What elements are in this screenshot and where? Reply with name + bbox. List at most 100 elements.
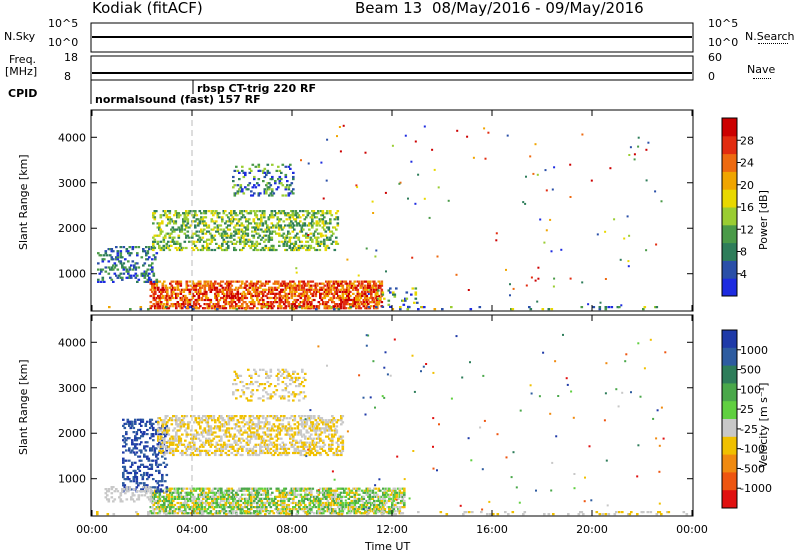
echo-cell xyxy=(257,419,261,422)
echo-cell xyxy=(352,501,355,505)
echo-cell xyxy=(352,487,355,490)
echo-cell xyxy=(158,510,162,513)
echo-cell xyxy=(214,421,217,424)
echo-cell xyxy=(293,449,297,452)
echo-cell xyxy=(293,214,296,217)
echo-cell xyxy=(132,447,136,450)
echo-cell xyxy=(224,433,228,436)
echo-cell xyxy=(259,499,262,503)
echo-cell xyxy=(253,497,256,500)
echo-cell xyxy=(199,451,202,455)
echo-cell xyxy=(133,274,136,277)
echo-cell xyxy=(248,292,252,295)
echo-cell xyxy=(151,499,154,503)
echo-cell xyxy=(203,510,207,513)
echo-cell xyxy=(176,429,180,432)
echo-cell xyxy=(297,244,301,247)
echo-cell xyxy=(181,443,184,446)
echo-cell xyxy=(288,224,292,227)
echo-cell xyxy=(229,305,232,308)
echo-cell xyxy=(254,491,258,494)
echo-cell xyxy=(168,220,172,223)
echo-cell xyxy=(303,234,307,237)
echo-cell xyxy=(637,136,640,139)
echo-cell xyxy=(276,222,280,225)
echo-cell xyxy=(218,244,221,247)
echo-cell xyxy=(338,284,342,287)
echo-cell xyxy=(395,493,399,496)
echo-cell xyxy=(287,491,291,494)
echo-cell xyxy=(211,286,214,289)
echo-cell xyxy=(152,453,155,456)
echo-cell xyxy=(343,298,346,302)
echo-cell xyxy=(155,469,158,472)
echo-cell xyxy=(317,497,321,500)
echo-cell xyxy=(278,290,282,293)
echo-cell xyxy=(292,301,295,304)
echo-cell xyxy=(304,449,307,452)
echo-cell xyxy=(305,301,309,304)
echo-cell xyxy=(157,303,160,306)
echo-cell xyxy=(255,222,259,225)
echo-cell xyxy=(304,508,307,511)
echo-cell xyxy=(175,447,178,450)
echo-cell xyxy=(184,294,187,298)
echo-cell xyxy=(263,491,267,494)
echo-cell xyxy=(313,415,316,418)
echo-cell xyxy=(413,301,416,304)
echo-cell xyxy=(305,423,309,426)
echo-cell xyxy=(298,294,301,298)
echo-cell xyxy=(152,445,155,448)
echo-cell xyxy=(329,298,333,302)
echo-cell xyxy=(220,447,223,450)
echo-cell xyxy=(318,220,322,223)
echo-cell xyxy=(210,212,214,215)
echo-cell xyxy=(361,495,364,498)
echo-cell xyxy=(262,180,265,183)
echo-cell xyxy=(322,197,325,200)
echo-cell xyxy=(263,214,266,217)
echo-cell xyxy=(197,224,200,227)
echo-cell xyxy=(204,232,208,235)
echo-cell xyxy=(232,501,235,505)
echo-cell xyxy=(257,423,261,426)
echo-cell xyxy=(309,238,313,241)
echo-cell xyxy=(140,449,143,452)
echo-cell xyxy=(239,445,243,448)
echo-cell xyxy=(179,493,183,496)
echo-cell xyxy=(199,493,202,496)
echo-cell xyxy=(248,493,252,496)
echo-cell xyxy=(268,501,271,505)
echo-cell xyxy=(343,303,346,306)
echo-cell xyxy=(201,220,205,223)
echo-cell xyxy=(263,175,267,179)
echo-cell xyxy=(329,288,333,291)
echo-cell xyxy=(280,290,283,293)
echo-cell xyxy=(313,288,316,291)
echo-cell xyxy=(280,508,283,511)
echo-cell xyxy=(161,220,164,223)
echo-cell xyxy=(293,487,297,490)
echo-cell xyxy=(257,497,261,500)
echo-cell xyxy=(251,447,255,450)
echo-cell xyxy=(297,248,301,252)
echo-cell xyxy=(317,512,321,515)
echo-cell xyxy=(358,280,361,283)
echo-cell xyxy=(371,501,375,505)
echo-cell xyxy=(326,280,330,283)
echo-cell xyxy=(144,484,148,487)
echo-cell xyxy=(198,230,202,233)
echo-cell xyxy=(216,214,220,217)
echo-cell xyxy=(246,224,250,227)
echo-cell xyxy=(358,303,361,306)
echo-cell xyxy=(153,451,157,454)
echo-cell xyxy=(167,232,170,235)
echo-cell xyxy=(254,445,258,448)
echo-cell xyxy=(401,299,404,302)
echo-cell xyxy=(128,424,131,427)
echo-cell xyxy=(269,296,273,300)
echo-cell xyxy=(283,427,286,430)
echo-cell xyxy=(229,280,232,283)
echo-cell xyxy=(198,240,202,243)
echo-cell xyxy=(310,433,313,436)
